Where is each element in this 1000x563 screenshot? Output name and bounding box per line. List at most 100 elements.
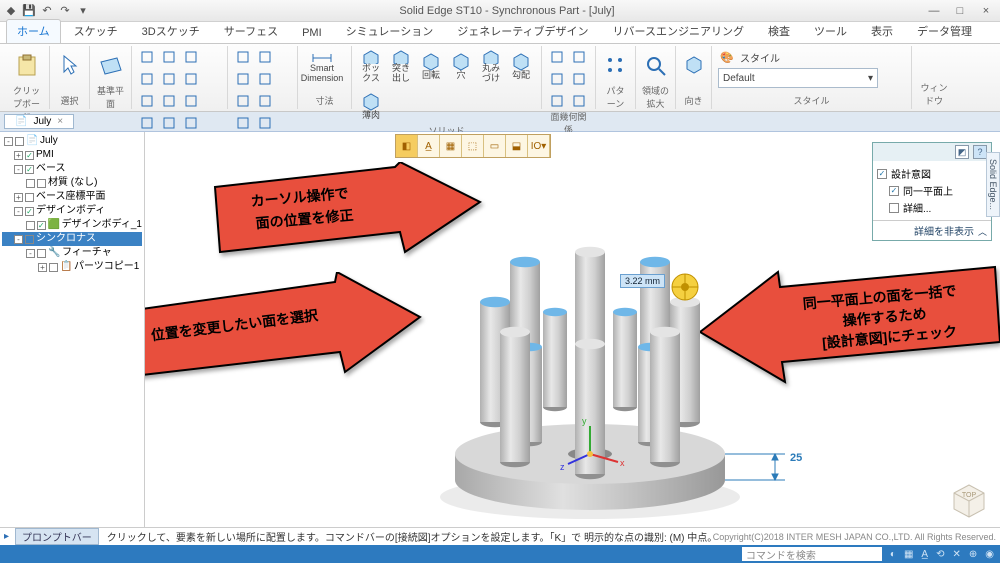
- app-icon[interactable]: ◆: [4, 4, 18, 18]
- ribbon-small-button[interactable]: [138, 70, 156, 88]
- ribbon-small-button[interactable]: [182, 48, 200, 66]
- document-tab[interactable]: 📄 July ×: [4, 114, 74, 129]
- ribbon-tab[interactable]: スケッチ: [63, 19, 129, 43]
- status-icon[interactable]: ▦: [904, 549, 913, 560]
- status-icon[interactable]: ◐: [890, 549, 896, 560]
- ribbon-small-button[interactable]: [570, 92, 588, 110]
- solid-button[interactable]: 回転: [418, 48, 444, 84]
- status-icon[interactable]: ⟲: [936, 549, 944, 560]
- ribbon-tab[interactable]: ホーム: [6, 19, 61, 43]
- tree-item[interactable]: +✓PMI: [2, 148, 142, 162]
- select-button[interactable]: [56, 48, 83, 84]
- style-icon[interactable]: 🎨: [718, 48, 736, 66]
- pattern-button[interactable]: [602, 48, 629, 84]
- intent-row[interactable]: 詳細...: [877, 199, 987, 216]
- orient-button[interactable]: [682, 48, 705, 84]
- solid-button[interactable]: 穴: [448, 48, 474, 84]
- ribbon-small-button[interactable]: [160, 48, 178, 66]
- ribbon-small-button[interactable]: [138, 114, 156, 132]
- ribbon-small-button[interactable]: [234, 48, 252, 66]
- feature-tree[interactable]: -📄July+✓PMI-✓ベース材質 (なし)+ベース座標平面-✓デザインボディ…: [0, 132, 145, 527]
- ribbon-small-button[interactable]: [160, 92, 178, 110]
- ribbon-small-button[interactable]: [182, 114, 200, 132]
- maximize-button[interactable]: □: [950, 5, 970, 17]
- close-button[interactable]: ×: [976, 5, 996, 17]
- ribbon-small-button[interactable]: [234, 114, 252, 132]
- solid-button[interactable]: 突き出し: [388, 48, 414, 84]
- close-icon[interactable]: ×: [57, 116, 63, 127]
- ribbon-small-button[interactable]: [234, 70, 252, 88]
- ribbon-small-button[interactable]: [160, 114, 178, 132]
- float-toolbar-button[interactable]: ⬓: [506, 135, 528, 157]
- tree-item[interactable]: -🔧フィーチャ: [2, 246, 142, 260]
- ribbon-small-button[interactable]: [570, 48, 588, 66]
- ribbon-tab[interactable]: サーフェス: [213, 19, 289, 43]
- float-toolbar-button[interactable]: A̲: [418, 135, 440, 157]
- intent-panel-footer[interactable]: 詳細を非表示︿: [873, 220, 991, 240]
- style-combo[interactable]: Default▾: [718, 68, 878, 88]
- ribbon-small-button[interactable]: [570, 70, 588, 88]
- view-cube[interactable]: TOP: [948, 477, 990, 519]
- ribbon-tab[interactable]: PMI: [291, 23, 333, 43]
- ribbon-small-button[interactable]: [256, 48, 274, 66]
- ribbon-small-button[interactable]: [548, 92, 566, 110]
- ribbon-tab[interactable]: 表示: [860, 19, 904, 43]
- intent-row[interactable]: ✓同一平面上: [877, 182, 987, 199]
- minimize-button[interactable]: —: [924, 5, 944, 17]
- qat-dropdown-icon[interactable]: ▾: [76, 4, 90, 18]
- intent-row[interactable]: ✓設計意図: [877, 165, 987, 182]
- redo-icon[interactable]: ↷: [58, 4, 72, 18]
- ribbon-small-button[interactable]: [234, 92, 252, 110]
- status-icon[interactable]: ⊕: [969, 549, 977, 560]
- tree-item[interactable]: -✓ベース: [2, 162, 142, 176]
- viewport[interactable]: ◧A̲▦⬚▭⬓IO▾ ◩ ? ✓設計意図✓同一平面上詳細... 詳細を非表示︿ …: [145, 132, 1000, 527]
- paste-button[interactable]: [10, 48, 43, 84]
- ribbon-tab[interactable]: ジェネレーティブデザイン: [446, 19, 599, 43]
- dimension-value[interactable]: 25: [790, 452, 802, 464]
- intent-icon-2[interactable]: ?: [973, 145, 987, 159]
- float-toolbar-button[interactable]: ▭: [484, 135, 506, 157]
- command-search[interactable]: コマンドを検索: [742, 547, 882, 561]
- save-icon[interactable]: 💾: [22, 4, 36, 18]
- status-icon[interactable]: A̲: [921, 549, 928, 560]
- ribbon-small-button[interactable]: [256, 70, 274, 88]
- ribbon-tab[interactable]: ツール: [803, 19, 858, 43]
- ribbon-small-button[interactable]: [182, 70, 200, 88]
- float-toolbar-button[interactable]: ⬚: [462, 135, 484, 157]
- tree-item[interactable]: -📄July: [2, 134, 142, 148]
- float-toolbar-button[interactable]: IO▾: [528, 135, 550, 157]
- ribbon-small-button[interactable]: [160, 70, 178, 88]
- ribbon-small-button[interactable]: [256, 114, 274, 132]
- zoom-area-button[interactable]: [642, 48, 669, 84]
- plane-button[interactable]: [96, 48, 125, 84]
- ribbon-small-button[interactable]: [548, 48, 566, 66]
- ribbon-small-button[interactable]: [138, 92, 156, 110]
- ribbon-tab[interactable]: シミュレーション: [335, 19, 445, 43]
- status-icon[interactable]: ◉: [985, 549, 994, 560]
- status-icon[interactable]: ✕: [952, 549, 960, 560]
- tree-item[interactable]: +ベース座標平面: [2, 190, 142, 204]
- ribbon-tab[interactable]: 検査: [757, 19, 801, 43]
- ribbon-tab[interactable]: データ管理: [906, 19, 983, 43]
- ribbon-small-button[interactable]: [256, 92, 274, 110]
- side-tab-1[interactable]: Solid Edge...: [986, 152, 1000, 217]
- tree-item[interactable]: -シンクロナス: [2, 232, 142, 246]
- undo-icon[interactable]: ↶: [40, 4, 54, 18]
- ribbon-small-button[interactable]: [138, 48, 156, 66]
- tree-item[interactable]: ✓🟩デザインボディ_1: [2, 218, 142, 232]
- smart-dimension-button[interactable]: Smart Dimension: [304, 48, 340, 84]
- ribbon-tab[interactable]: リバースエンジニアリング: [602, 19, 755, 43]
- tree-item[interactable]: 材質 (なし): [2, 176, 142, 190]
- solid-button[interactable]: 薄肉: [358, 88, 384, 124]
- solid-button[interactable]: 勾配: [508, 48, 534, 84]
- float-toolbar-button[interactable]: ▦: [440, 135, 462, 157]
- steering-wheel-icon[interactable]: [670, 272, 700, 302]
- float-toolbar-button[interactable]: ◧: [396, 135, 418, 157]
- ribbon-small-button[interactable]: [548, 70, 566, 88]
- tree-item[interactable]: -✓デザインボディ: [2, 204, 142, 218]
- tree-item[interactable]: +📋パーツコピー1: [2, 260, 142, 274]
- ribbon-tab[interactable]: 3Dスケッチ: [131, 19, 211, 43]
- intent-icon-1[interactable]: ◩: [955, 145, 969, 159]
- solid-button[interactable]: 丸みづけ: [478, 48, 504, 84]
- ribbon-small-button[interactable]: [182, 92, 200, 110]
